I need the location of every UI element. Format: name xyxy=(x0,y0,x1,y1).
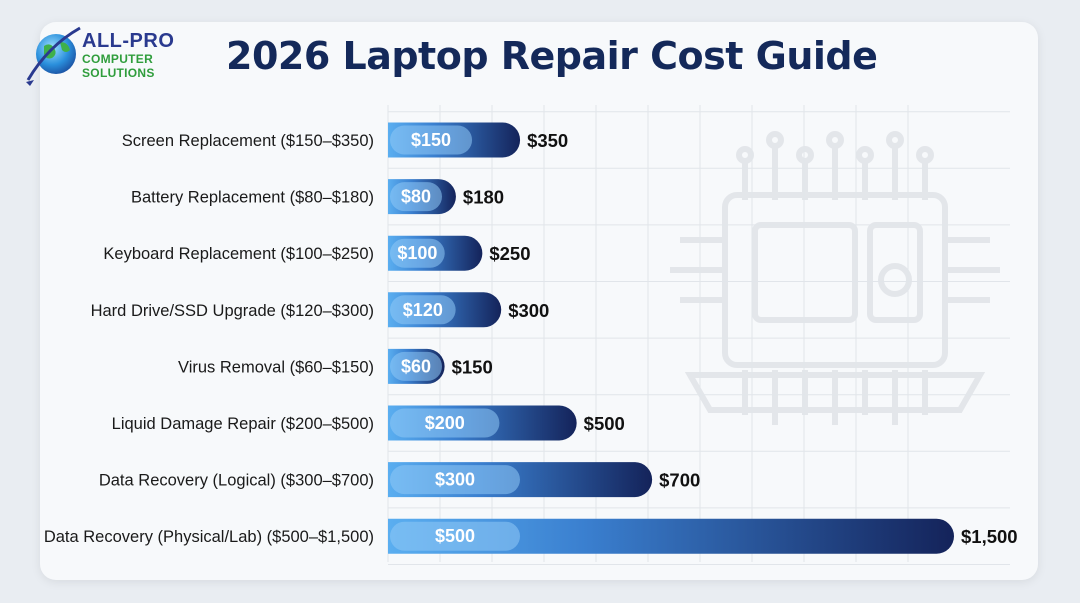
category-label: Data Recovery (Physical/Lab) ($500–$1,50… xyxy=(44,528,374,546)
category-label: Virus Removal ($60–$150) xyxy=(178,358,374,376)
min-value-label: $80 xyxy=(401,187,431,207)
bar-row: Liquid Damage Repair ($200–$500) $200 $500 xyxy=(112,405,625,441)
max-value-label: $700 xyxy=(659,470,700,491)
min-value-label: $500 xyxy=(435,526,475,546)
min-value-label: $120 xyxy=(403,300,443,320)
category-label: Screen Replacement ($150–$350) xyxy=(122,132,374,150)
category-label: Keyboard Replacement ($100–$250) xyxy=(103,245,374,263)
min-value-pill xyxy=(390,408,500,438)
max-value-label: $300 xyxy=(508,300,549,321)
logo-line-3: SOLUTIONS xyxy=(82,66,155,80)
bar-row: Data Recovery (Physical/Lab) ($500–$1,50… xyxy=(44,518,1018,554)
min-value-pill xyxy=(390,182,442,212)
logo-line-1: ALL-PRO xyxy=(82,30,175,52)
category-label: Battery Replacement ($80–$180) xyxy=(131,189,374,207)
chart-bars: Screen Replacement ($150–$350) $150 $350 Ba… xyxy=(44,122,1018,554)
min-value-pill xyxy=(390,351,442,381)
min-value-label: $100 xyxy=(397,243,437,263)
logo-line-2: COMPUTER xyxy=(82,52,154,66)
max-value-label: $1,500 xyxy=(961,526,1018,547)
min-value-label: $300 xyxy=(435,470,475,490)
bar-row: Screen Replacement ($150–$350) $150 $350 xyxy=(122,122,568,158)
range-bar xyxy=(388,518,954,554)
min-value-label: $60 xyxy=(401,356,431,376)
min-value-pill xyxy=(390,125,473,155)
bar-row: Virus Removal ($60–$150) $60 $150 xyxy=(178,348,493,384)
min-value-label: $150 xyxy=(411,130,451,150)
max-value-label: $500 xyxy=(584,413,625,434)
min-value-pill xyxy=(390,295,456,325)
laptop-watermark-icon xyxy=(670,131,1000,425)
globe-logo-icon xyxy=(26,26,81,86)
category-label: Hard Drive/SSD Upgrade ($120–$300) xyxy=(91,302,374,320)
bar-row: Data Recovery (Logical) ($300–$700) $300 $… xyxy=(99,462,700,498)
bar-row: Keyboard Replacement ($100–$250) $100 $250 xyxy=(103,235,530,271)
category-label: Data Recovery (Logical) ($300–$700) xyxy=(99,472,374,490)
company-logo: ALL-PRO COMPUTER SOLUTIONS xyxy=(22,20,192,94)
max-value-label: $350 xyxy=(527,130,568,151)
min-value-pill xyxy=(390,521,520,551)
chart-title: 2026 Laptop Repair Cost Guide xyxy=(226,34,878,78)
min-value-label: $200 xyxy=(425,413,465,433)
bar-row: Hard Drive/SSD Upgrade ($120–$300) $120 $3… xyxy=(91,292,549,328)
max-value-label: $250 xyxy=(489,243,530,264)
category-label: Liquid Damage Repair ($200–$500) xyxy=(112,415,374,433)
bar-row: Battery Replacement ($80–$180) $80 $180 xyxy=(131,179,504,215)
min-value-pill xyxy=(390,465,520,495)
max-value-label: $180 xyxy=(463,187,504,208)
min-value-pill xyxy=(390,238,445,268)
max-value-label: $150 xyxy=(452,356,493,377)
